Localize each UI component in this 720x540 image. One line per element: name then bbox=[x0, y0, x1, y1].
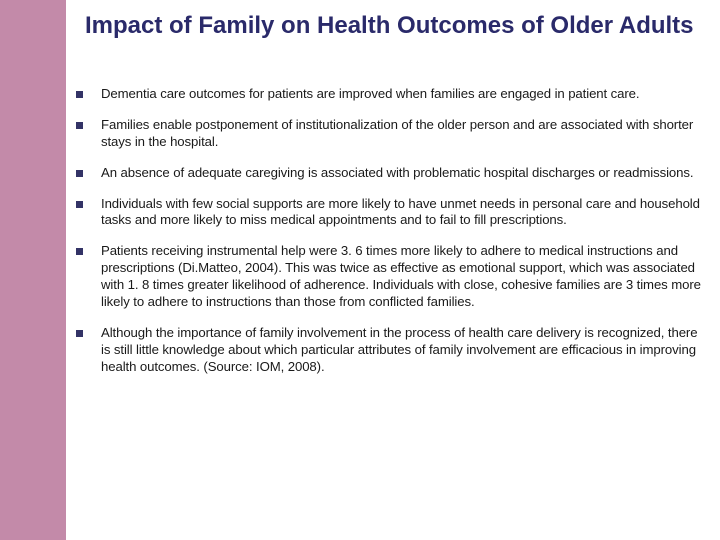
bullet-text: Individuals with few social supports are… bbox=[101, 196, 704, 230]
bullet-icon bbox=[76, 170, 83, 177]
bullet-text: Patients receiving instrumental help wer… bbox=[101, 243, 704, 311]
list-item: Dementia care outcomes for patients are … bbox=[76, 86, 704, 103]
bullet-text: Dementia care outcomes for patients are … bbox=[101, 86, 704, 103]
bullet-text: Families enable postponement of institut… bbox=[101, 117, 704, 151]
list-item: An absence of adequate caregiving is ass… bbox=[76, 165, 704, 182]
sidebar-accent bbox=[0, 0, 66, 540]
title-block: Impact of Family on Health Outcomes of O… bbox=[85, 12, 695, 40]
bullet-icon bbox=[76, 330, 83, 337]
bullet-list: Dementia care outcomes for patients are … bbox=[76, 86, 704, 390]
bullet-icon bbox=[76, 201, 83, 208]
bullet-icon bbox=[76, 248, 83, 255]
slide-title: Impact of Family on Health Outcomes of O… bbox=[85, 12, 695, 40]
list-item: Patients receiving instrumental help wer… bbox=[76, 243, 704, 311]
bullet-icon bbox=[76, 122, 83, 129]
list-item: Families enable postponement of institut… bbox=[76, 117, 704, 151]
list-item: Although the importance of family involv… bbox=[76, 325, 704, 376]
bullet-icon bbox=[76, 91, 83, 98]
list-item: Individuals with few social supports are… bbox=[76, 196, 704, 230]
bullet-text: An absence of adequate caregiving is ass… bbox=[101, 165, 704, 182]
bullet-text: Although the importance of family involv… bbox=[101, 325, 704, 376]
